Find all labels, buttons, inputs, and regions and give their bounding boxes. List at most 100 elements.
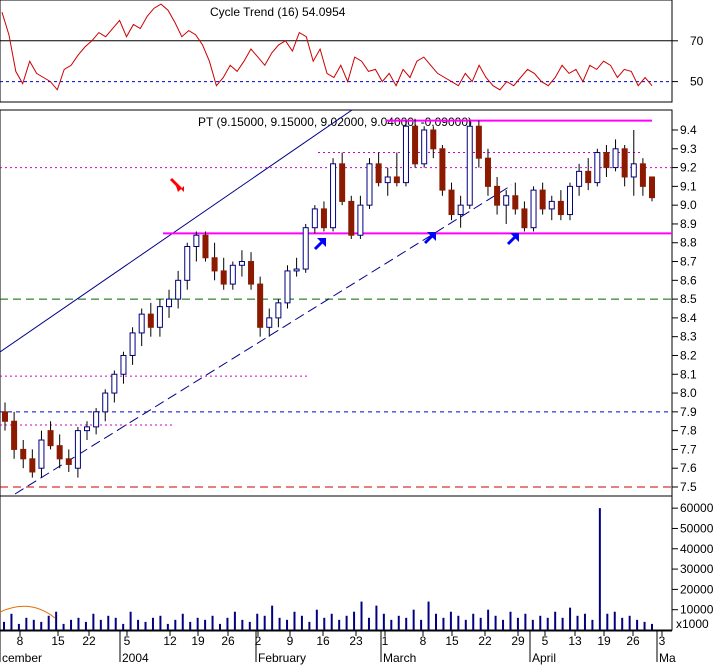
candle-body <box>548 200 555 210</box>
candle-body <box>557 200 564 216</box>
candle <box>102 389 109 422</box>
candle <box>184 242 191 290</box>
price-y-tick-label: 8.4 <box>680 311 697 325</box>
candle-body <box>20 448 27 460</box>
volume-panel <box>0 495 673 631</box>
candle <box>220 257 227 290</box>
candle-body <box>512 195 519 210</box>
volume-y-tick-label: 30000 <box>680 562 714 576</box>
candle <box>621 145 628 187</box>
price-y-tick-label: 7.8 <box>680 424 697 438</box>
channel-upper-line <box>0 109 353 353</box>
candle-body <box>229 264 236 285</box>
candle <box>630 130 637 196</box>
volume-unit-label: x1000 <box>676 617 709 631</box>
candle-body <box>248 261 255 285</box>
x-day-label: 22 <box>478 634 492 648</box>
candle <box>649 176 655 202</box>
candle <box>576 163 583 196</box>
volume-y-tick-label: 20000 <box>680 582 714 596</box>
arrow-shaft <box>313 237 327 251</box>
blue-arrow-icon <box>506 232 520 246</box>
price-y-tick-label: 7.6 <box>680 461 697 475</box>
candle-body <box>357 204 364 236</box>
candle-body <box>38 439 45 469</box>
x-month-label: February <box>258 651 306 665</box>
candle-body <box>156 306 163 328</box>
candle <box>484 148 491 196</box>
candle <box>11 411 18 459</box>
candle-body <box>65 458 72 465</box>
candle-body <box>494 185 501 206</box>
candle-body <box>439 148 446 191</box>
candle <box>138 308 145 347</box>
x-day-label: 8 <box>17 634 24 648</box>
candle <box>111 370 118 403</box>
candle <box>384 167 391 196</box>
candle <box>84 421 91 441</box>
candle <box>366 158 373 209</box>
candle-body <box>384 176 391 184</box>
price-y-tick-label: 9.1 <box>680 179 697 193</box>
x-month-label: April <box>532 651 556 665</box>
candle-body <box>129 332 136 356</box>
candle-body <box>11 420 18 450</box>
arrow-shaft <box>506 232 520 246</box>
candle <box>439 145 446 196</box>
price-y-tick-label: 8.9 <box>680 217 697 231</box>
candle <box>585 158 592 191</box>
candle <box>330 158 337 232</box>
candle <box>275 299 282 328</box>
candle <box>348 195 355 239</box>
candle-body <box>430 129 437 150</box>
candle-body <box>639 163 646 187</box>
arrow-shaft <box>423 231 437 245</box>
indicator-panel <box>0 0 673 103</box>
candle-body <box>47 430 54 447</box>
candle <box>375 152 382 187</box>
candle-body <box>175 279 182 300</box>
x-day-label: 8 <box>420 634 427 648</box>
candle-body <box>375 163 382 184</box>
candle-body <box>530 189 537 229</box>
candle <box>147 302 154 337</box>
candle <box>284 265 291 309</box>
candle-body <box>421 129 428 165</box>
candle <box>421 126 428 168</box>
candle <box>120 351 127 384</box>
x-day-label: 3 <box>659 634 666 648</box>
candle <box>402 120 409 187</box>
candle-body <box>566 185 573 216</box>
price-y-tick-label: 8.2 <box>680 348 697 362</box>
candle <box>202 231 209 262</box>
volume-y-tick-label: 50000 <box>680 521 714 535</box>
candle <box>357 195 364 239</box>
candle <box>530 186 537 232</box>
candle-body <box>348 200 355 236</box>
x-day-label: 9 <box>287 634 294 648</box>
candle <box>38 430 45 478</box>
x-day-label: 1 <box>382 634 389 648</box>
candle-body <box>521 208 528 229</box>
candle <box>238 250 245 277</box>
candle <box>266 308 273 337</box>
candle <box>211 242 218 281</box>
candle <box>229 261 236 290</box>
candle-body <box>84 426 91 432</box>
candle <box>302 223 309 273</box>
price-y-tick-label: 7.5 <box>680 480 697 494</box>
candle <box>503 190 510 224</box>
price-y-tick-label: 9.4 <box>680 123 697 137</box>
x-day-label: 16 <box>316 634 330 648</box>
indicator-layer <box>0 3 672 91</box>
candle-body <box>29 458 36 473</box>
candle-body <box>402 125 409 184</box>
x-day-label: 5 <box>124 634 131 648</box>
blue-arrow-icon <box>423 231 437 245</box>
candle-body <box>93 411 100 428</box>
indicator-title: Cycle Trend (16) 54.0954 <box>210 5 346 19</box>
x-day-label: 22 <box>82 634 96 648</box>
x-day-label: 15 <box>445 634 459 648</box>
